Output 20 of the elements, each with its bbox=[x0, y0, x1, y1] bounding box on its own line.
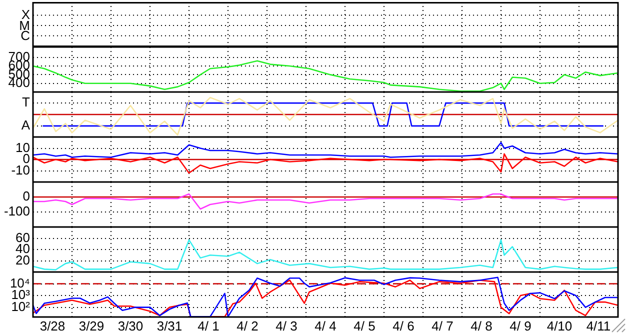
x-tick-label: 4/ 7 bbox=[432, 318, 454, 334]
x-tick-label: 4/ 6 bbox=[392, 318, 414, 334]
ref-line-label: A bbox=[21, 118, 30, 133]
x-tick-label: 4/ 8 bbox=[470, 318, 492, 334]
text: X bbox=[21, 7, 30, 22]
x-tick-label: 4/10 bbox=[546, 318, 572, 334]
x-tick-label: 4/11 bbox=[586, 318, 611, 334]
x-tick-label: 4/ 1 bbox=[198, 318, 220, 334]
x-tick-label: 3/28 bbox=[40, 318, 66, 334]
x-tick-label: 4/ 3 bbox=[276, 318, 298, 334]
y-tick-label: 0 bbox=[22, 188, 30, 204]
y-tick-label: -100 bbox=[4, 204, 30, 219]
x-tick-label: 3/31 bbox=[156, 318, 182, 334]
x-tick-label: 3/30 bbox=[118, 318, 144, 334]
ref-line-label: T bbox=[22, 94, 30, 110]
x-tick-label: 4/ 4 bbox=[314, 318, 336, 334]
x-tick-label: 4/ 5 bbox=[354, 318, 376, 334]
x-tick-label: 4/ 2 bbox=[236, 318, 258, 334]
x-tick-label: 4/ 9 bbox=[510, 318, 532, 334]
x-tick-label: 3/29 bbox=[78, 318, 104, 334]
